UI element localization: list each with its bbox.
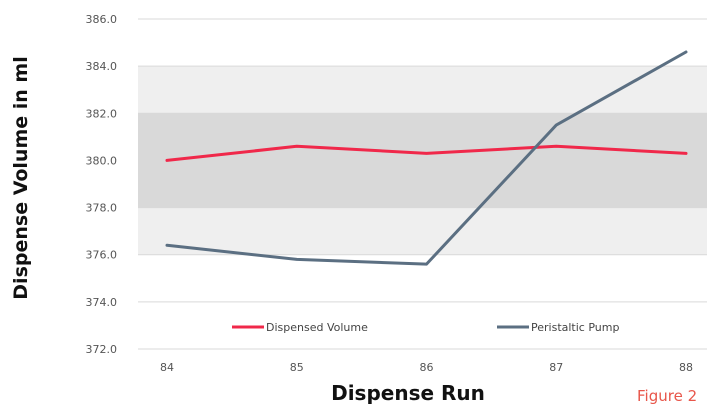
y-tick-label: 384.0 xyxy=(86,60,118,73)
figure-label: Figure 2 xyxy=(637,387,697,404)
x-axis-ticks: 84 85 86 87 88 xyxy=(160,361,693,374)
x-tick-label: 84 xyxy=(160,361,174,374)
series-line-0 xyxy=(165,144,688,162)
y-axis-title: Dispense Volume in ml xyxy=(10,56,32,299)
series-line-1 xyxy=(165,50,688,266)
y-tick-label: 380.0 xyxy=(86,154,118,167)
y-tick-label: 382.0 xyxy=(86,107,118,120)
y-tick-label: 374.0 xyxy=(86,296,118,309)
gridlines xyxy=(138,18,707,350)
x-tick-label: 85 xyxy=(290,361,304,374)
x-tick-label: 87 xyxy=(549,361,563,374)
series-lines xyxy=(165,50,688,266)
y-tick-label: 386.0 xyxy=(86,13,118,26)
legend-label-1: Peristaltic Pump xyxy=(531,321,619,334)
legend: Dispensed Volume Peristaltic Pump xyxy=(232,321,619,334)
y-tick-label: 378.0 xyxy=(86,202,118,215)
x-tick-label: 86 xyxy=(420,361,434,374)
x-tick-label: 88 xyxy=(679,361,693,374)
y-tick-label: 372.0 xyxy=(86,343,118,356)
legend-label-0: Dispensed Volume xyxy=(266,321,368,334)
x-axis-title: Dispense Run xyxy=(331,381,485,404)
y-tick-label: 376.0 xyxy=(86,249,118,262)
y-axis-ticks: 372.0 374.0 376.0 378.0 380.0 382.0 384.0 386.0 xyxy=(86,13,118,356)
